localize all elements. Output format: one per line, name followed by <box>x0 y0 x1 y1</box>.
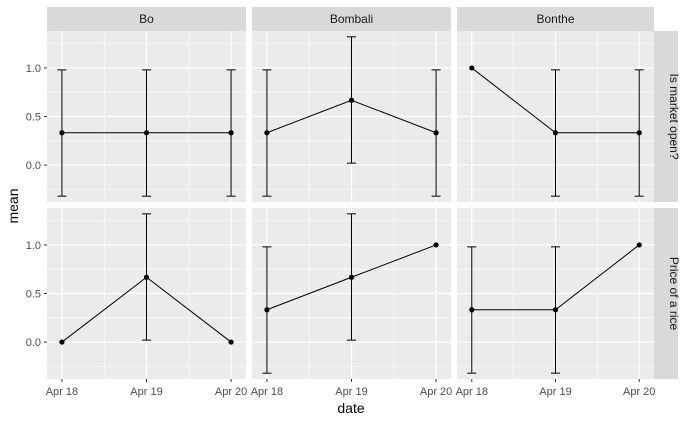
facet-label-bonthe: Bonthe <box>536 12 574 26</box>
panel-bonthe-is-market-open <box>457 31 654 202</box>
data-point <box>264 307 270 313</box>
data-point <box>228 130 234 136</box>
data-point <box>433 130 439 136</box>
y-tick-label: 0.5 <box>26 112 41 124</box>
facet-strip-bombali <box>252 7 451 31</box>
data-point <box>469 65 475 71</box>
y-tick-label: 1.0 <box>26 240 41 252</box>
data-point <box>348 97 355 103</box>
data-point <box>552 307 559 313</box>
data-point <box>636 242 642 248</box>
x-tick-label: Apr 19 <box>130 386 162 398</box>
x-tick-label: Apr 19 <box>335 386 367 398</box>
x-tick-label: Apr 20 <box>215 386 247 398</box>
panel-bombali-is-market-open <box>252 31 451 202</box>
x-tick-label: Apr 19 <box>539 386 571 398</box>
x-tick-label: Apr 18 <box>251 386 283 398</box>
data-point <box>348 274 355 280</box>
x-tick-label: Apr 20 <box>420 386 452 398</box>
data-point <box>264 130 270 136</box>
panel-bo-price-of-a-rice <box>47 208 246 379</box>
y-axis-title: mean <box>5 188 21 223</box>
panel-bombali-price-of-a-rice <box>252 208 451 379</box>
facet-strip-is-market-open <box>654 31 678 202</box>
facet-label-price-of-a-rice: Price of a rice <box>667 257 681 331</box>
facet-label-is-market-open: Is market open? <box>667 73 681 159</box>
facet-label-bombali: Bombali <box>330 12 373 26</box>
x-tick-label: Apr 18 <box>46 386 78 398</box>
y-tick-label: 0.5 <box>26 289 41 301</box>
data-point <box>552 130 559 136</box>
data-point <box>143 274 150 280</box>
data-point <box>228 339 234 345</box>
panel-bo-is-market-open <box>47 31 246 202</box>
data-point <box>469 307 475 313</box>
panel-bonthe-price-of-a-rice <box>457 208 654 379</box>
data-point <box>636 130 642 136</box>
y-tick-label: 0.0 <box>26 337 41 349</box>
facet-label-bo: Bo <box>139 12 154 26</box>
y-tick-label: 1.0 <box>26 63 41 75</box>
data-point <box>59 130 65 136</box>
facet-strip-bonthe <box>457 7 654 31</box>
y-tick-label: 0.0 <box>26 160 41 172</box>
facet-strip-bo <box>47 7 246 31</box>
x-tick-label: Apr 18 <box>456 386 488 398</box>
x-axis-title: date <box>337 400 364 416</box>
data-point <box>143 130 150 136</box>
facet-strip-price-of-a-rice <box>654 208 678 379</box>
x-tick-label: Apr 20 <box>623 386 655 398</box>
data-point <box>59 339 65 345</box>
data-point <box>433 242 439 248</box>
